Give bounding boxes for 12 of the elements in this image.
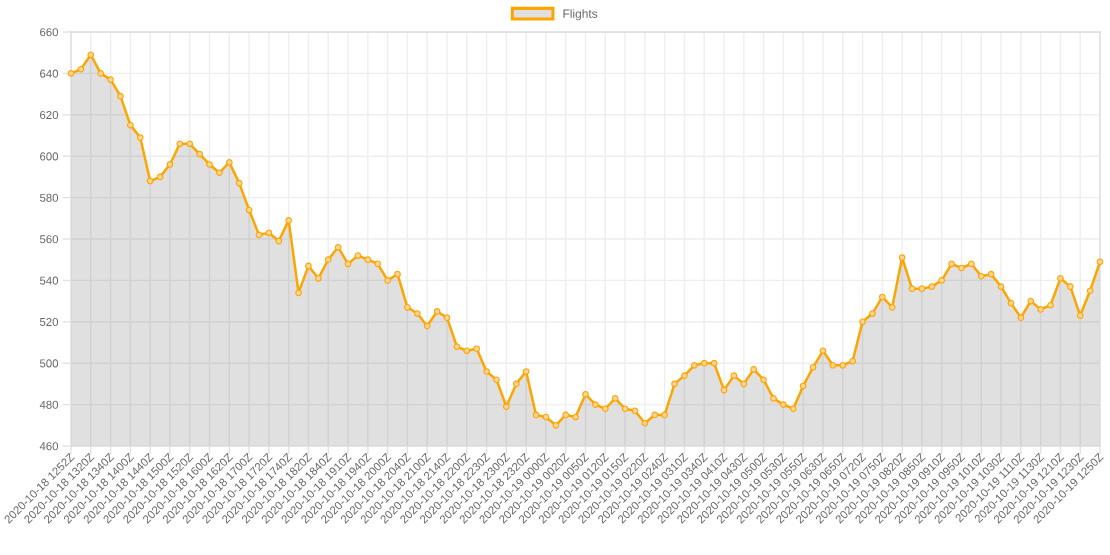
y-tick-label: 560: [39, 235, 59, 244]
y-tick-label: 460: [39, 442, 59, 451]
y-tick-label: 580: [39, 193, 59, 202]
y-tick-label: 660: [40, 28, 59, 37]
legend-label: Flights: [563, 9, 598, 21]
y-tick-label: 620: [40, 110, 59, 120]
y-tick-label: 480: [39, 400, 59, 409]
y-tick-label: 520: [39, 317, 59, 327]
y-tick-label: 600: [40, 152, 59, 161]
y-tick-label: 540: [39, 276, 59, 285]
y-tick-label: 640: [40, 69, 59, 78]
y-tick-label: 500: [39, 359, 59, 368]
